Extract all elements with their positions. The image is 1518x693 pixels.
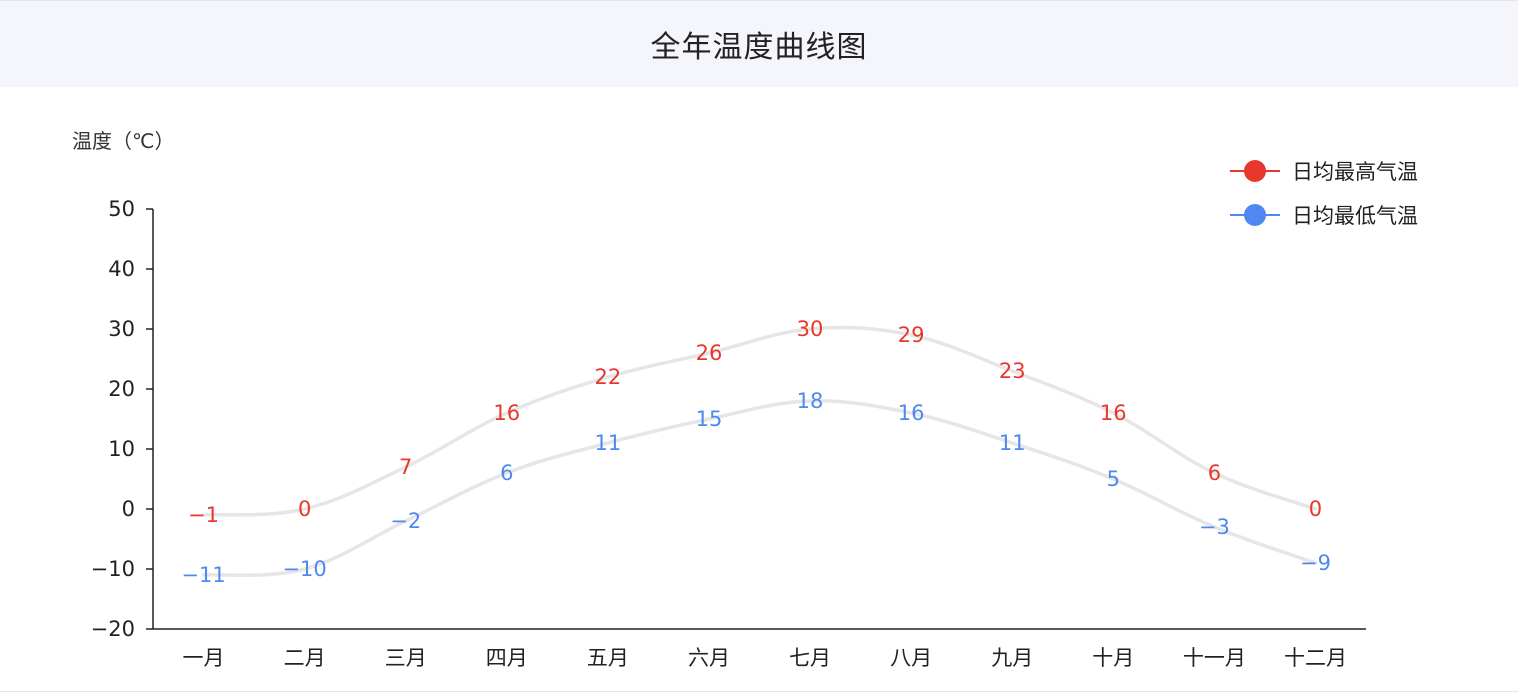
- x-tick-label: 一月: [183, 646, 225, 670]
- legend-item[interactable]: 日均最高气温: [1230, 160, 1418, 184]
- data-label: 16: [898, 401, 925, 425]
- data-label: 29: [898, 323, 925, 347]
- data-label: 23: [999, 359, 1026, 383]
- x-tick-label: 五月: [587, 646, 629, 670]
- legend-marker: [1244, 204, 1266, 226]
- data-label: −11: [181, 563, 225, 587]
- data-label: −2: [390, 509, 421, 533]
- x-tick-label: 六月: [688, 646, 730, 670]
- legend-item[interactable]: 日均最低气温: [1230, 204, 1418, 228]
- y-tick-label: 10: [108, 437, 135, 461]
- legend-label: 日均最高气温: [1292, 160, 1418, 184]
- data-label: 6: [500, 461, 513, 485]
- y-tick-label: −20: [91, 617, 135, 641]
- data-label: −9: [1300, 551, 1331, 575]
- data-label: 22: [595, 365, 622, 389]
- series-line-1: [201, 399, 1318, 578]
- legend-label: 日均最低气温: [1292, 204, 1418, 228]
- y-ticks: −20 −10 0 10 20 30 40 50: [91, 197, 153, 641]
- data-label: 5: [1107, 467, 1120, 491]
- y-tick-label: 20: [108, 377, 135, 401]
- data-label: 16: [1100, 401, 1127, 425]
- data-label: −1: [188, 503, 219, 527]
- x-tick-label: 九月: [991, 646, 1033, 670]
- data-label: 15: [696, 407, 723, 431]
- data-label: 0: [298, 497, 311, 521]
- x-tick-label: 二月: [284, 646, 326, 670]
- data-label: −3: [1199, 515, 1230, 539]
- x-tick-label: 七月: [789, 646, 831, 670]
- series-line-0: [201, 325, 1318, 517]
- data-label: 7: [399, 455, 412, 479]
- data-label: 26: [696, 341, 723, 365]
- data-label: 30: [797, 317, 824, 341]
- series-lines: [201, 325, 1318, 578]
- y-tick-label: 40: [108, 257, 135, 281]
- data-label: 18: [797, 389, 824, 413]
- x-tick-label: 十一月: [1183, 646, 1246, 670]
- data-label: 11: [595, 431, 622, 455]
- x-ticks: 一月 二月 三月 四月 五月 六月 七月 八月 九月 十月 十一月 十二月: [183, 646, 1347, 670]
- data-label: 0: [1309, 497, 1322, 521]
- y-tick-label: 30: [108, 317, 135, 341]
- y-axis-label: 温度（℃）: [72, 129, 174, 153]
- y-tick-label: 0: [122, 497, 135, 521]
- chart-header: 全年温度曲线图: [0, 1, 1518, 87]
- data-label: −10: [282, 557, 326, 581]
- x-tick-label: 四月: [486, 646, 528, 670]
- x-tick-label: 三月: [385, 646, 427, 670]
- data-label: 6: [1208, 461, 1221, 485]
- legend-marker: [1244, 160, 1266, 182]
- chart-title: 全年温度曲线图: [650, 30, 868, 65]
- x-tick-label: 十二月: [1284, 646, 1347, 670]
- y-tick-label: 50: [108, 197, 135, 221]
- data-label: 16: [493, 401, 520, 425]
- x-tick-label: 十月: [1092, 646, 1134, 670]
- data-label: 11: [999, 431, 1026, 455]
- y-tick-label: −10: [91, 557, 135, 581]
- x-tick-label: 八月: [890, 646, 932, 670]
